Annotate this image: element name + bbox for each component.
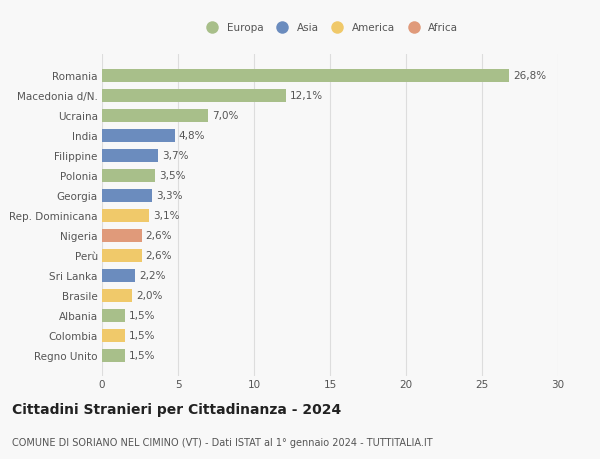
Bar <box>102 329 125 342</box>
Bar <box>102 209 149 222</box>
Text: 1,5%: 1,5% <box>128 310 155 320</box>
Bar <box>102 150 158 162</box>
Text: 2,0%: 2,0% <box>136 291 163 301</box>
Text: 3,7%: 3,7% <box>162 151 188 161</box>
Bar <box>102 110 208 123</box>
Text: 1,5%: 1,5% <box>128 330 155 340</box>
Bar <box>102 309 125 322</box>
Text: 2,2%: 2,2% <box>139 270 166 280</box>
Bar <box>102 229 142 242</box>
Text: 3,5%: 3,5% <box>159 171 185 181</box>
Text: 1,5%: 1,5% <box>128 350 155 360</box>
Text: 3,3%: 3,3% <box>156 191 182 201</box>
Text: Cittadini Stranieri per Cittadinanza - 2024: Cittadini Stranieri per Cittadinanza - 2… <box>12 402 341 416</box>
Text: 7,0%: 7,0% <box>212 111 239 121</box>
Text: COMUNE DI SORIANO NEL CIMINO (VT) - Dati ISTAT al 1° gennaio 2024 - TUTTITALIA.I: COMUNE DI SORIANO NEL CIMINO (VT) - Dati… <box>12 437 433 447</box>
Text: 12,1%: 12,1% <box>290 91 323 101</box>
Legend: Europa, Asia, America, Africa: Europa, Asia, America, Africa <box>202 23 458 34</box>
Bar <box>102 269 136 282</box>
Text: 2,6%: 2,6% <box>145 251 172 261</box>
Bar <box>102 289 133 302</box>
Text: 2,6%: 2,6% <box>145 231 172 241</box>
Bar <box>102 70 509 83</box>
Bar <box>102 349 125 362</box>
Bar <box>102 189 152 202</box>
Bar <box>102 129 175 142</box>
Text: 4,8%: 4,8% <box>179 131 205 141</box>
Bar <box>102 249 142 262</box>
Text: 3,1%: 3,1% <box>153 211 179 221</box>
Bar <box>102 90 286 102</box>
Text: 26,8%: 26,8% <box>513 71 546 81</box>
Bar <box>102 169 155 182</box>
